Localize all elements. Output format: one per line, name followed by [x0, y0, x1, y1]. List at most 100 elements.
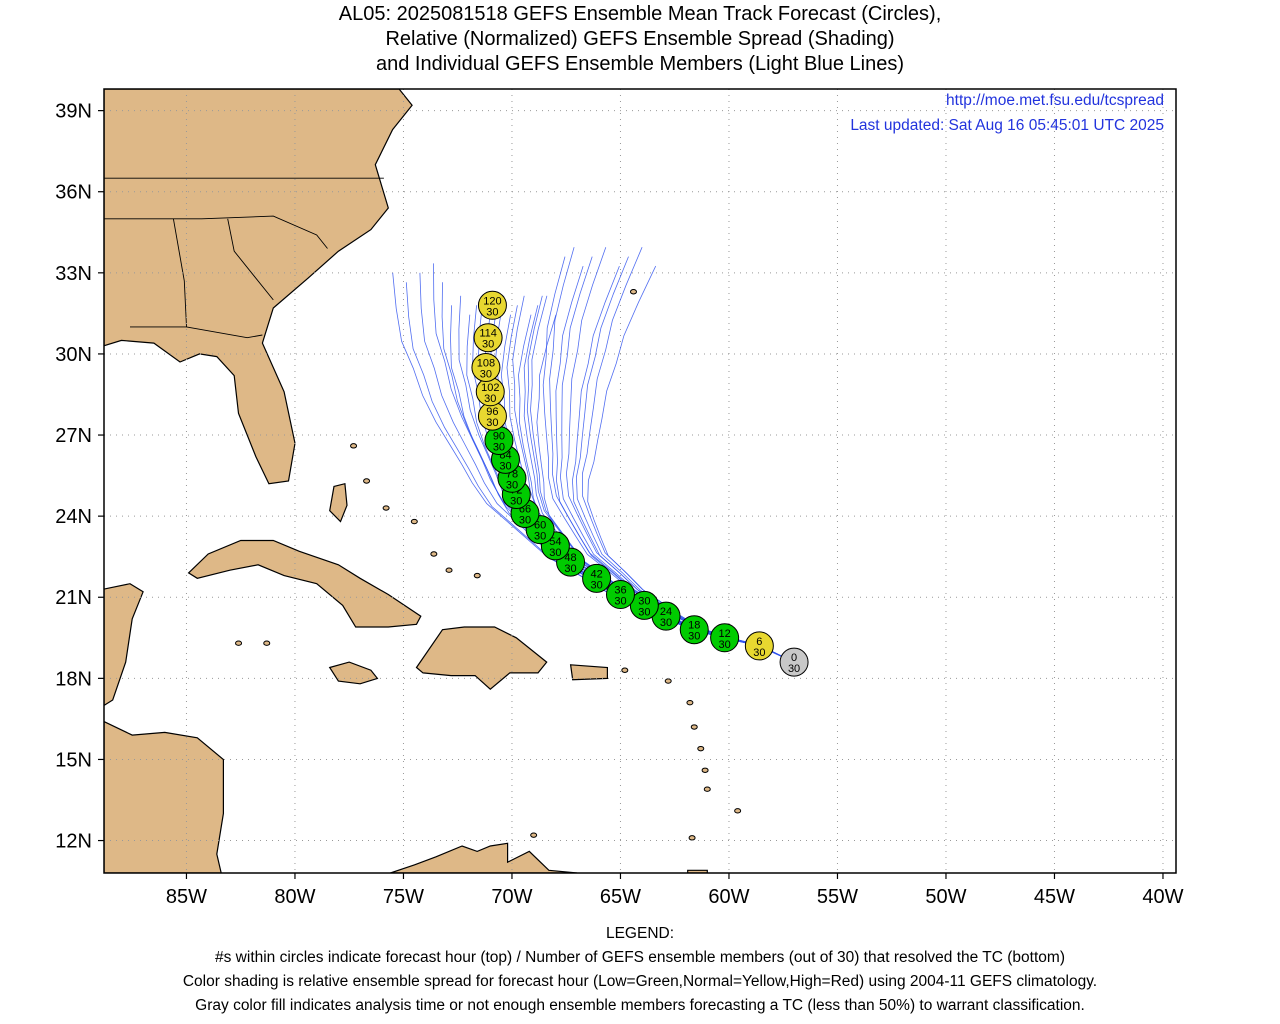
island [445, 567, 453, 573]
member-track [559, 256, 795, 663]
y-tick-label: 18N [55, 668, 92, 690]
y-tick-label: 21N [55, 587, 92, 609]
member-count-label: 30 [788, 663, 800, 675]
member-count-label: 30 [484, 393, 496, 405]
cuba-land [187, 539, 422, 628]
island [697, 745, 705, 752]
island [621, 667, 629, 673]
member-count-label: 30 [486, 417, 498, 429]
legend-line-2: Color shading is relative ensemble sprea… [182, 973, 1098, 990]
map-frame [103, 88, 1177, 874]
member-count-label: 30 [493, 441, 505, 453]
member-track [542, 256, 795, 663]
y-tick-label: 39N [55, 101, 92, 123]
state-border [227, 218, 274, 301]
island [530, 832, 538, 838]
legend-line-1: #s within circles indicate forecast hour… [215, 949, 1065, 966]
track-circle [744, 631, 774, 661]
island [703, 786, 711, 792]
y-tick-label: 12N [55, 831, 92, 853]
track-circle [710, 623, 740, 653]
forecast-hour-label: 36 [614, 585, 626, 597]
island [235, 640, 243, 646]
forecast-hour-label: 102 [481, 382, 499, 394]
x-tick-label: 40W [1142, 886, 1183, 908]
y-tick-label: 30N [55, 344, 92, 366]
forecast-hour-label: 60 [534, 520, 546, 532]
x-tick-label: 80W [274, 886, 315, 908]
forecast-hour-label: 48 [564, 552, 576, 564]
member-count-label: 30 [638, 606, 650, 618]
island [430, 551, 438, 557]
island [690, 724, 698, 730]
state-border [130, 326, 263, 339]
island [473, 572, 481, 579]
x-tick-label: 65W [600, 886, 641, 908]
south-america-land [390, 842, 578, 873]
member-track [405, 282, 795, 663]
track-circle [679, 615, 709, 645]
member-count-label: 30 [506, 479, 518, 491]
island [701, 767, 709, 773]
forecast-hour-label: 12 [719, 628, 731, 640]
island [410, 518, 418, 525]
forecast-hour-label: 6 [756, 636, 762, 648]
forecast-hour-label: 42 [590, 568, 602, 580]
y-tick-label: 24N [55, 506, 92, 528]
island [734, 808, 742, 814]
yucatan-land [104, 583, 144, 707]
member-track [571, 265, 795, 663]
member-count-label: 30 [660, 617, 672, 629]
forecast-hour-label: 108 [477, 357, 495, 369]
forecast-hour-label: 30 [638, 595, 650, 607]
forecast-hour-label: 114 [479, 328, 497, 340]
jamaica-land [328, 661, 379, 685]
north-america-land [104, 89, 413, 485]
track-circle [605, 580, 635, 610]
x-tick-label: 55W [817, 886, 858, 908]
andros-land [329, 482, 348, 523]
track-circle [473, 323, 503, 353]
member-count-label: 30 [753, 647, 765, 659]
central-america-land [104, 720, 224, 873]
puerto-rico-land [569, 664, 609, 681]
member-track [549, 247, 795, 663]
land-masses [104, 89, 742, 873]
legend-line-3: Gray color fill indicates analysis time … [195, 997, 1085, 1014]
member-track [555, 265, 795, 663]
x-tick-label: 45W [1034, 886, 1075, 908]
island [686, 699, 694, 706]
member-count-label: 30 [482, 339, 494, 351]
chart-title-line-3: and Individual GEFS Ensemble Members (Li… [375, 53, 905, 75]
member-count-label: 30 [688, 631, 700, 643]
member-count-label: 30 [480, 368, 492, 380]
member-track [565, 247, 795, 663]
x-tick-label: 85W [166, 886, 207, 908]
member-count-label: 30 [499, 460, 511, 472]
state-border [104, 215, 328, 249]
state-border [172, 218, 187, 327]
member-count-label: 30 [486, 306, 498, 318]
member-count-label: 30 [719, 639, 731, 651]
island [350, 443, 358, 449]
member-count-label: 30 [549, 547, 561, 559]
island [629, 289, 637, 295]
member-track [392, 272, 795, 663]
forecast-hour-label: 120 [483, 295, 501, 307]
y-tick-label: 15N [55, 749, 92, 771]
track-circle [779, 647, 809, 677]
member-count-label: 30 [564, 563, 576, 575]
forecast-hour-label: 0 [791, 652, 797, 664]
island [688, 835, 696, 841]
ensemble-member-tracks [392, 247, 795, 663]
island [263, 640, 271, 646]
member-count-label: 30 [614, 596, 626, 608]
member-count-label: 30 [519, 514, 531, 526]
island [363, 478, 371, 484]
y-tick-label: 27N [55, 425, 92, 447]
y-tick-label: 33N [55, 263, 92, 285]
forecast-hour-label: 24 [660, 606, 672, 618]
member-count-label: 30 [510, 496, 522, 508]
track-circle [471, 352, 501, 382]
